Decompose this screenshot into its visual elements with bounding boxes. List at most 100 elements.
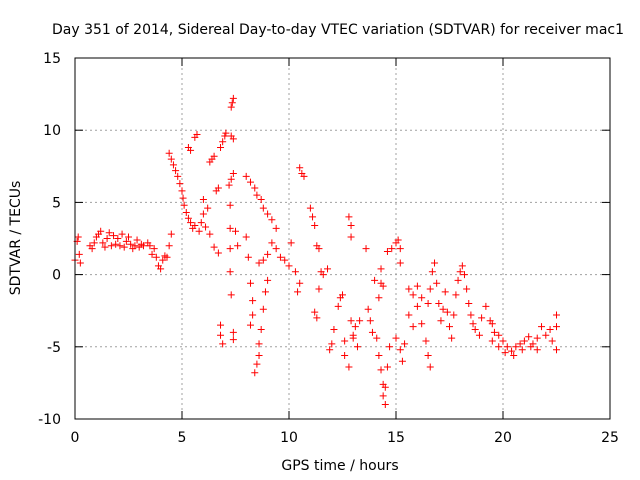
data-point [362,245,370,253]
data-point [76,259,84,267]
data-point [227,103,235,111]
data-point [214,184,222,192]
data-point [291,268,299,276]
data-point [222,129,230,137]
data-point [347,222,355,230]
data-point [174,172,182,180]
data-point [379,392,387,400]
data-point [268,216,276,224]
data-point [313,314,321,322]
data-point [75,250,83,258]
data-point [490,328,498,336]
data-point [167,230,175,238]
data-point [328,340,336,348]
data-point [219,340,227,348]
axis-ticks [74,57,611,420]
data-point [495,331,503,339]
data-point [217,321,225,329]
data-point [257,325,265,333]
data-point [133,236,141,244]
data-point [257,196,265,204]
data-point [424,351,432,359]
data-point [272,245,280,253]
x-tick-label: 5 [178,430,187,446]
data-point [264,210,272,218]
data-point [381,401,389,409]
data-point [179,194,187,202]
data-point [242,172,250,180]
data-point [163,253,171,261]
data-point [306,204,314,212]
data-point [311,308,319,316]
data-point [396,245,404,253]
data-point [458,262,466,270]
data-point [347,233,355,241]
data-point [229,94,237,102]
data-point [428,268,436,276]
data-point [178,187,186,195]
data-point [508,347,516,355]
data-point [264,250,272,258]
data-point [219,138,227,146]
data-point [232,227,239,235]
data-point [398,357,406,365]
data-point [347,317,355,325]
data-point [276,253,284,261]
data-point [433,279,441,287]
data-point [112,240,120,248]
data-point [246,321,254,329]
data-point [527,343,535,351]
data-point [225,181,233,189]
x-tick-label: 15 [387,430,405,446]
data-point [341,337,349,345]
data-point [394,236,402,244]
plot-frame [74,57,611,420]
data-point [251,184,259,192]
data-point [383,363,391,371]
data-point [413,282,421,290]
data-point [364,305,372,313]
data-point [199,196,207,204]
data-point [227,291,235,299]
data-point [169,161,177,169]
data-point [518,346,526,354]
data-point [366,317,374,325]
data-point [475,331,483,339]
data-point [319,271,327,279]
data-point [345,213,353,221]
data-point [431,259,439,267]
data-point [255,340,263,348]
data-point [467,311,475,319]
data-point [242,233,250,241]
data-point [228,99,236,107]
data-point [454,276,462,284]
data-point [187,146,195,154]
data-point [413,302,421,310]
data-point [176,180,184,188]
data-point [418,294,426,302]
x-tick-label: 0 [71,430,80,446]
data-point [191,222,199,230]
data-point [234,242,242,250]
data-point [383,247,391,255]
data-point [443,308,451,316]
y-tick-labels: -10 -5 0 5 10 15 [38,51,61,428]
data-point [542,331,550,339]
data-point [226,245,234,253]
data-point [426,363,434,371]
data-point [309,213,317,221]
data-point [326,346,334,354]
x-tick-label: 20 [494,430,512,446]
data-point [418,320,426,328]
y-tick-label: 0 [52,268,61,284]
data-point [148,250,156,258]
data-point [159,256,167,264]
data-point [131,242,139,250]
data-point [538,323,546,331]
data-point [287,239,295,247]
data-point [469,320,477,328]
data-point [435,299,443,307]
data-point [510,351,518,359]
data-point [253,360,261,368]
